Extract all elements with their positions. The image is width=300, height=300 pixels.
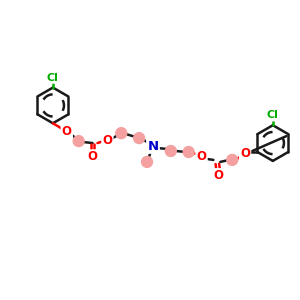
Text: Cl: Cl (267, 110, 279, 120)
Text: O: O (88, 150, 98, 164)
Text: O: O (213, 169, 224, 182)
Circle shape (134, 133, 145, 144)
Text: O: O (196, 150, 206, 164)
Circle shape (73, 136, 84, 146)
Circle shape (142, 156, 152, 167)
Text: O: O (240, 148, 250, 160)
Circle shape (227, 154, 238, 165)
Circle shape (183, 146, 194, 158)
Circle shape (116, 128, 127, 139)
Circle shape (165, 146, 176, 156)
Text: O: O (102, 134, 112, 147)
Text: Cl: Cl (47, 73, 59, 83)
Text: N: N (147, 140, 158, 152)
Text: O: O (62, 125, 72, 138)
